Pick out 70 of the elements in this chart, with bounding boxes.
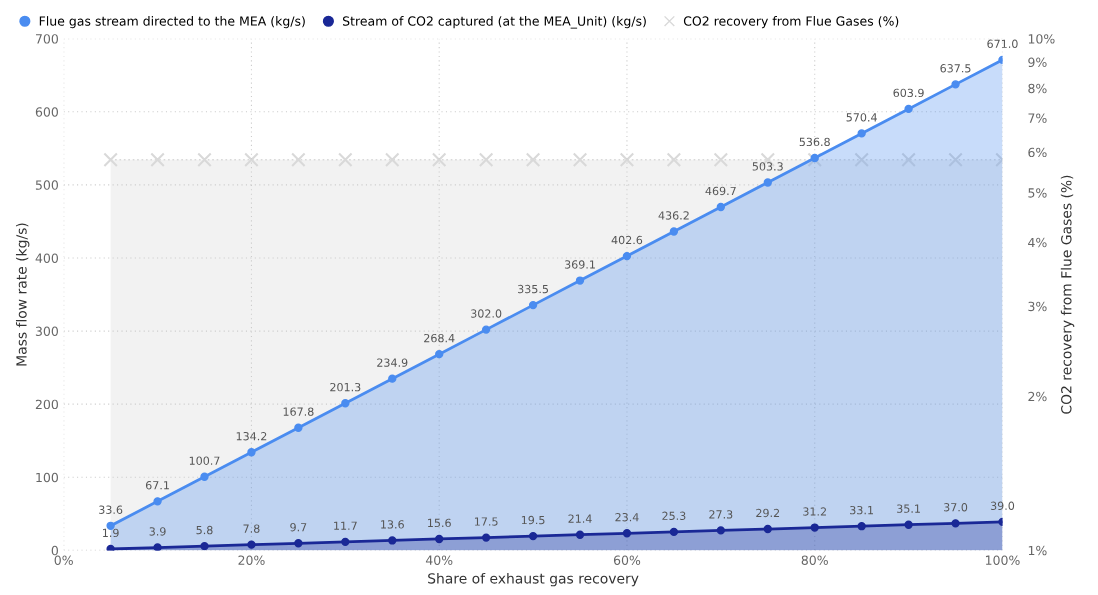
y2-tick-label: 8% [1028, 83, 1047, 94]
data-label: 21.4 [568, 514, 592, 523]
y-axis-title: Mass flow rate (kg/s) [15, 223, 30, 366]
data-label: 469.7 [705, 186, 736, 196]
data-label: 570.4 [846, 113, 877, 122]
data-label: 27.3 [709, 510, 733, 519]
data-label: 39.0 [990, 501, 1015, 510]
x-tick-label: 100% [985, 555, 1020, 565]
data-label: 536.8 [799, 137, 830, 147]
y-tick-label: 700 [35, 34, 58, 44]
data-label: 201.3 [330, 382, 361, 392]
data-label: 23.4 [615, 512, 639, 522]
data-label: 29.2 [756, 508, 780, 518]
data-label: 5.8 [196, 525, 213, 535]
x-tick-label: 80% [801, 555, 828, 565]
x-tick-label: 0% [54, 555, 73, 565]
data-label: 15.6 [428, 518, 451, 528]
data-label: 33.6 [99, 505, 123, 514]
data-label: 31.2 [803, 507, 826, 516]
legend-label: Stream of CO2 captured (at the MEA_Unit) (kg/s) [342, 16, 646, 29]
y2-tick-label: 3% [1028, 301, 1047, 312]
data-label: 234.9 [377, 358, 408, 367]
data-label: 9.7 [290, 523, 307, 532]
data-label: 503.3 [752, 162, 783, 171]
legend-label: Flue gas stream directed to the MEA (kg/s) [39, 16, 305, 29]
data-label: 67.1 [145, 481, 169, 490]
data-label: 369.1 [564, 260, 595, 269]
y2-tick-label: 5% [1028, 188, 1047, 198]
data-label: 33.1 [850, 505, 873, 515]
y2-tick-label: 1% [1028, 545, 1047, 556]
y2-tick-label: 9% [1028, 57, 1047, 68]
data-label: 167.8 [283, 407, 314, 416]
data-label: 335.5 [518, 284, 549, 294]
data-label: 11.7 [334, 521, 357, 530]
y2-tick-label: 6% [1028, 147, 1047, 158]
data-label: 17.5 [474, 517, 498, 526]
data-label: 35.1 [897, 504, 920, 513]
data-label: 637.5 [940, 64, 971, 73]
data-label: 268.4 [424, 333, 455, 343]
y2-tick-label: 7% [1028, 113, 1047, 123]
y2-tick-label: 4% [1028, 237, 1047, 248]
y2-axis-title: CO2 recovery from Flue Gases (%) [1060, 175, 1075, 414]
data-label: 1.9 [103, 528, 119, 538]
y-tick-label: 0 [51, 545, 58, 556]
data-label: 13.6 [381, 520, 404, 529]
y2-tick-label: 10% [1028, 34, 1055, 44]
x-axis-title: Share of exhaust gas recovery [428, 572, 639, 587]
data-label: 3.9 [149, 527, 166, 536]
x-tick-label: 20% [238, 555, 265, 565]
data-label: 37.0 [944, 503, 968, 512]
y-tick-label: 200 [35, 399, 58, 410]
data-label: 436.2 [658, 211, 689, 220]
data-label: 19.5 [521, 515, 545, 525]
data-label: 603.9 [893, 88, 924, 98]
x-tick-label: 60% [613, 555, 641, 565]
y-tick-label: 300 [35, 326, 58, 336]
data-label: 402.6 [611, 235, 643, 245]
data-label: 671.0 [987, 39, 1018, 48]
y2-tick-label: 2% [1028, 391, 1047, 402]
x-tick-label: 40% [425, 555, 453, 565]
data-label: 7.8 [243, 524, 260, 533]
data-label: 25.3 [662, 511, 686, 521]
data-label: 302.0 [471, 309, 502, 318]
y-tick-label: 100 [36, 472, 58, 483]
y-tick-label: 400 [35, 253, 58, 263]
y-tick-label: 500 [35, 180, 58, 190]
y-tick-label: 600 [35, 107, 58, 117]
data-label: 100.7 [189, 456, 220, 465]
data-label: 134.2 [236, 432, 267, 441]
legend-label: CO2 recovery from Flue Gases (%) [683, 16, 899, 29]
